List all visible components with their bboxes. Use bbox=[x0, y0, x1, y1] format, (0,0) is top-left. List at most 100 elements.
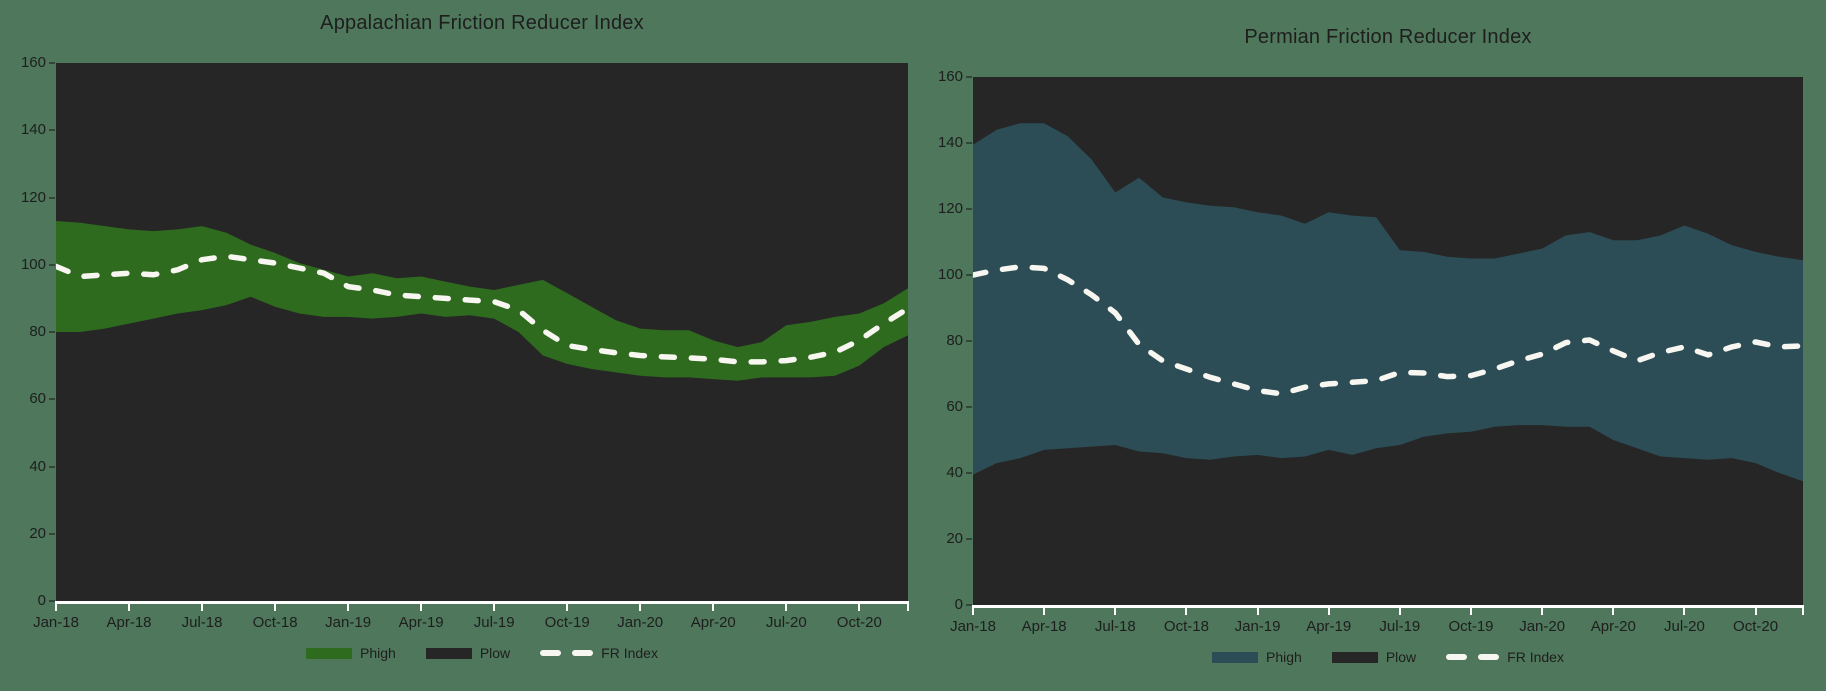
y-axis-tick-label: 0 bbox=[37, 592, 46, 609]
legend-item-plow: Plow bbox=[1331, 649, 1417, 665]
y-axis-tick bbox=[49, 129, 55, 132]
y-axis-tick-label: 140 bbox=[20, 121, 46, 139]
x-axis-tick-label: Jul-18 bbox=[181, 614, 223, 631]
y-axis-tick-label: 60 bbox=[29, 390, 46, 408]
y-axis-tick bbox=[966, 142, 972, 144]
legend-item-phigh: Phigh bbox=[306, 645, 396, 661]
y-axis-tick-label: 0 bbox=[954, 596, 963, 613]
x-axis-tick bbox=[1802, 608, 1804, 615]
y-axis-tick bbox=[966, 76, 972, 78]
x-axis-tick-label: Oct-19 bbox=[1448, 618, 1494, 635]
chart-title: Appalachian Friction Reducer Index bbox=[320, 12, 644, 34]
x-axis-tick bbox=[347, 604, 350, 611]
x-axis-tick bbox=[1612, 608, 1615, 615]
x-axis-tick bbox=[420, 604, 423, 611]
x-axis-tick-label: Jul-18 bbox=[1094, 618, 1136, 635]
x-axis-tick-label: Jul-20 bbox=[1663, 618, 1705, 635]
x-axis-tick-label: Jan-19 bbox=[325, 614, 372, 631]
fr-index-line bbox=[56, 253, 908, 365]
x-axis-tick bbox=[785, 604, 788, 611]
y-axis-tick-label: 80 bbox=[946, 332, 963, 349]
y-axis-tick bbox=[49, 532, 55, 535]
x-axis-tick bbox=[1256, 608, 1259, 615]
legend: Phigh Plow FR Index bbox=[56, 645, 908, 661]
legend-swatch-fr index bbox=[540, 650, 594, 656]
legend: Phigh Plow FR Index bbox=[973, 649, 1803, 665]
legend-dash-icon bbox=[572, 650, 594, 656]
y-axis-tick-label: 140 bbox=[937, 134, 963, 151]
x-axis-tick-label: Jul-20 bbox=[765, 614, 807, 631]
y-axis-tick-label: 100 bbox=[20, 255, 46, 273]
y-axis-tick bbox=[966, 274, 972, 276]
y-axis-tick-label: 160 bbox=[937, 68, 963, 85]
fr-index-line bbox=[973, 264, 1803, 397]
y-axis-tick bbox=[49, 398, 55, 401]
legend-swatch-plow bbox=[1331, 651, 1378, 663]
x-axis-tick-label: Jul-19 bbox=[473, 614, 515, 631]
x-axis-tick-label: Apr-19 bbox=[1306, 618, 1352, 635]
x-axis-tick-label: Apr-20 bbox=[690, 614, 736, 631]
x-axis-tick bbox=[493, 604, 496, 611]
price-band-area bbox=[56, 221, 908, 381]
y-axis-tick bbox=[966, 472, 972, 474]
chart-title: Permian Friction Reducer Index bbox=[1244, 26, 1532, 48]
x-axis-tick bbox=[1327, 608, 1330, 615]
x-axis-tick bbox=[1043, 608, 1046, 615]
legend-label: FR Index bbox=[601, 645, 658, 661]
y-axis-tick bbox=[49, 331, 55, 333]
y-axis-tick-label: 60 bbox=[946, 398, 963, 415]
x-axis-tick bbox=[1541, 608, 1544, 615]
y-axis-tick-label: 120 bbox=[20, 188, 46, 206]
y-axis-tick bbox=[49, 263, 55, 266]
y-axis-tick-label: 120 bbox=[937, 200, 963, 217]
plot-area bbox=[56, 63, 908, 601]
x-axis-tick-label: Jan-20 bbox=[1519, 618, 1566, 635]
x-axis-tick-label: Jan-19 bbox=[1234, 618, 1281, 635]
x-axis-tick-label: Oct-18 bbox=[1163, 618, 1209, 635]
x-axis-tick bbox=[1470, 608, 1472, 615]
legend-dash-icon bbox=[1478, 654, 1500, 660]
y-axis-tick-label: 40 bbox=[29, 457, 46, 475]
y-axis-tick bbox=[49, 196, 55, 199]
x-axis-tick-label: Oct-20 bbox=[836, 614, 882, 631]
legend-dash-icon bbox=[1446, 654, 1468, 660]
legend-label: FR Index bbox=[1507, 649, 1564, 665]
y-axis-tick bbox=[966, 604, 972, 606]
y-axis-tick bbox=[966, 538, 972, 540]
x-axis-tick bbox=[639, 604, 642, 611]
legend-swatch-phigh bbox=[1212, 651, 1258, 663]
y-axis-tick-label: 40 bbox=[946, 464, 963, 481]
x-axis-tick-label: Jan-18 bbox=[950, 618, 996, 635]
legend-label: Plow bbox=[479, 645, 511, 661]
legend-item-fr-index: FR Index bbox=[1446, 649, 1564, 665]
x-axis-tick-label: Oct-20 bbox=[1733, 618, 1779, 635]
appalachian-chart-panel: Appalachian Friction Reducer Index 160 14… bbox=[20, 12, 909, 661]
x-axis-tick bbox=[858, 604, 861, 611]
x-axis-tick bbox=[128, 604, 131, 611]
x-axis-tick-label: Jan-18 bbox=[33, 614, 79, 631]
legend-label: Phigh bbox=[360, 645, 396, 661]
permian-chart-panel: Permian Friction Reducer Index 160 140 120… bbox=[913, 0, 1826, 691]
y-axis-tick bbox=[966, 208, 972, 210]
y-axis-tick-label: 20 bbox=[29, 524, 46, 542]
x-axis-tick bbox=[1114, 608, 1117, 615]
x-axis-tick-label: Apr-20 bbox=[1590, 618, 1636, 635]
x-axis-tick bbox=[907, 604, 909, 611]
y-axis-tick-label: 20 bbox=[946, 530, 963, 547]
x-axis-tick bbox=[1185, 608, 1188, 615]
x-axis-tick bbox=[55, 604, 57, 611]
y-axis-tick-label: 100 bbox=[937, 266, 963, 283]
legend-item-plow: Plow bbox=[425, 645, 511, 661]
legend-item-fr-index: FR Index bbox=[540, 645, 658, 661]
legend-label: Phigh bbox=[1266, 649, 1302, 665]
x-axis-tick-label: Apr-18 bbox=[1021, 618, 1067, 635]
y-axis-tick-label: 160 bbox=[20, 54, 46, 71]
x-axis-line bbox=[972, 605, 1804, 608]
legend-label: Plow bbox=[1385, 649, 1417, 665]
legend-dash-icon bbox=[540, 650, 562, 656]
x-axis-tick bbox=[972, 608, 974, 615]
x-axis-tick bbox=[566, 604, 569, 611]
y-axis-tick bbox=[966, 406, 972, 408]
x-axis-tick-label: Apr-19 bbox=[398, 614, 444, 631]
x-axis-tick bbox=[1398, 608, 1401, 615]
